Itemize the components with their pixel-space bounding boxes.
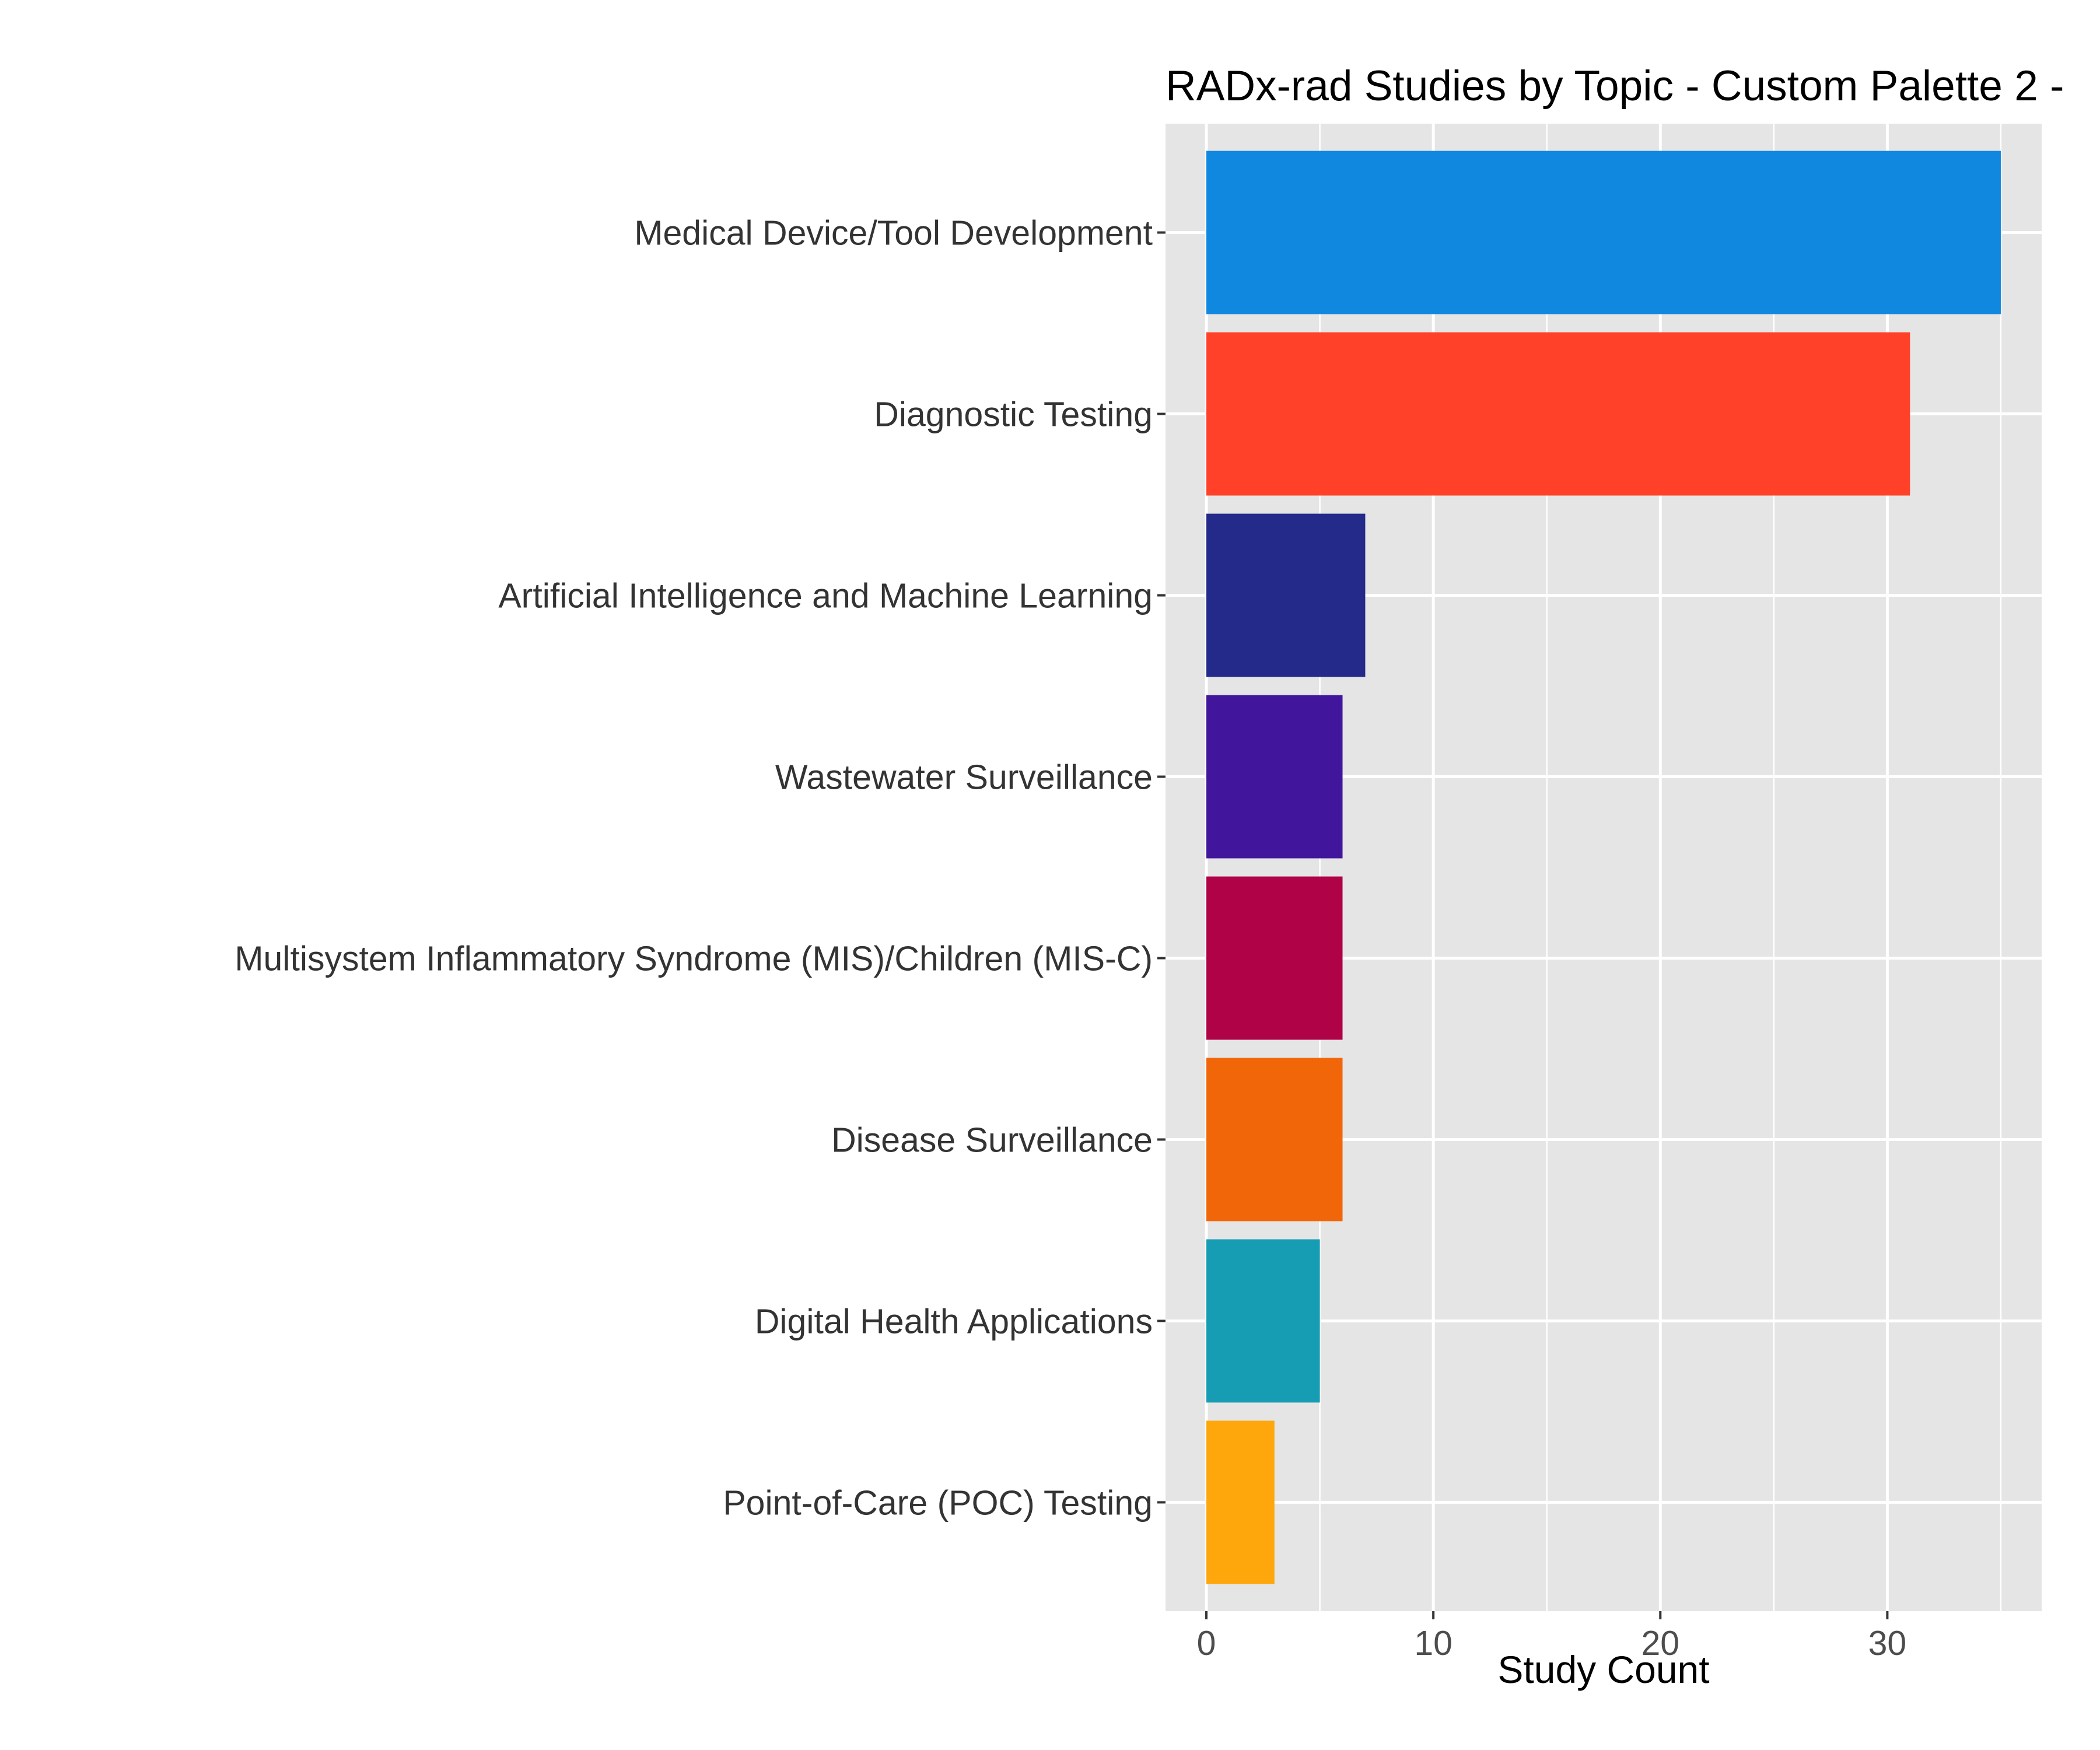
- bar: [1206, 1239, 1320, 1403]
- bar: [1206, 1058, 1343, 1222]
- y-tick-label: Diagnostic Testing: [874, 396, 1153, 434]
- bar: [1206, 1420, 1275, 1584]
- bar: [1206, 150, 2001, 314]
- bars: [1206, 150, 2001, 1584]
- bar: [1206, 876, 1343, 1040]
- bar: [1206, 695, 1343, 859]
- y-tick-label: Wastewater Surveillance: [775, 758, 1153, 797]
- y-tick-label: Point-of-Care (POC) Testing: [723, 1483, 1153, 1522]
- y-tick-label: Medical Device/Tool Development: [634, 214, 1153, 253]
- x-tick-label: 0: [1197, 1624, 1216, 1662]
- chart-title: RADx-rad Studies by Topic - Custom Palet…: [1166, 62, 2064, 110]
- y-axis: Medical Device/Tool Development Diagnosti…: [235, 214, 1166, 1522]
- y-tick-label: Disease Surveillance: [831, 1121, 1153, 1159]
- y-tick-label: Multisystem Inflammatory Syndrome (MIS)/…: [235, 939, 1153, 978]
- x-tick-label: 10: [1414, 1624, 1452, 1662]
- y-tick-label: Digital Health Applications: [755, 1302, 1153, 1340]
- bar: [1206, 332, 1910, 496]
- x-axis: 0 10 20 30: [1197, 1611, 1907, 1662]
- x-axis-title: Study Count: [1497, 1648, 1709, 1691]
- x-tick-label: 20: [1641, 1624, 1679, 1662]
- y-tick-label: Artificial Intelligence and Machine Lear…: [498, 577, 1153, 615]
- bar: [1206, 513, 1366, 677]
- x-tick-label: 30: [1868, 1624, 1907, 1662]
